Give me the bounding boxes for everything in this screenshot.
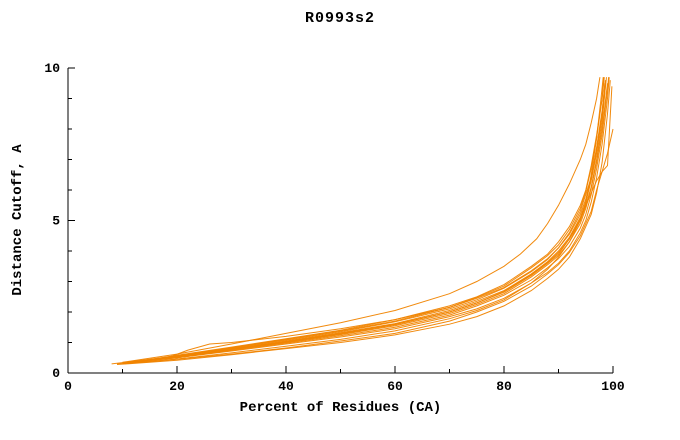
series-line bbox=[127, 77, 607, 364]
y-tick-label: 10 bbox=[44, 61, 60, 76]
series-line bbox=[138, 80, 606, 363]
series-line bbox=[116, 80, 611, 365]
series-line bbox=[122, 77, 601, 363]
x-tick-label: 100 bbox=[601, 379, 625, 394]
y-tick-label: 0 bbox=[52, 366, 60, 381]
chart-title: R0993s2 bbox=[304, 10, 375, 27]
series-line bbox=[116, 83, 608, 365]
series-line bbox=[111, 77, 610, 365]
x-tick-label: 80 bbox=[496, 379, 512, 394]
series-line bbox=[122, 77, 610, 364]
x-tick-label: 60 bbox=[387, 379, 403, 394]
x-tick-label: 20 bbox=[169, 379, 185, 394]
y-tick-label: 5 bbox=[52, 214, 60, 229]
series-line bbox=[122, 77, 604, 365]
x-axis-label: Percent of Residues (CA) bbox=[239, 400, 442, 416]
series-line bbox=[122, 83, 606, 364]
series-line bbox=[122, 80, 607, 364]
x-tick-label: 0 bbox=[64, 379, 72, 394]
series-line bbox=[127, 86, 613, 364]
series-line bbox=[122, 77, 605, 364]
x-tick-label: 40 bbox=[278, 379, 294, 394]
series-line bbox=[122, 128, 614, 365]
series-line bbox=[133, 77, 605, 363]
